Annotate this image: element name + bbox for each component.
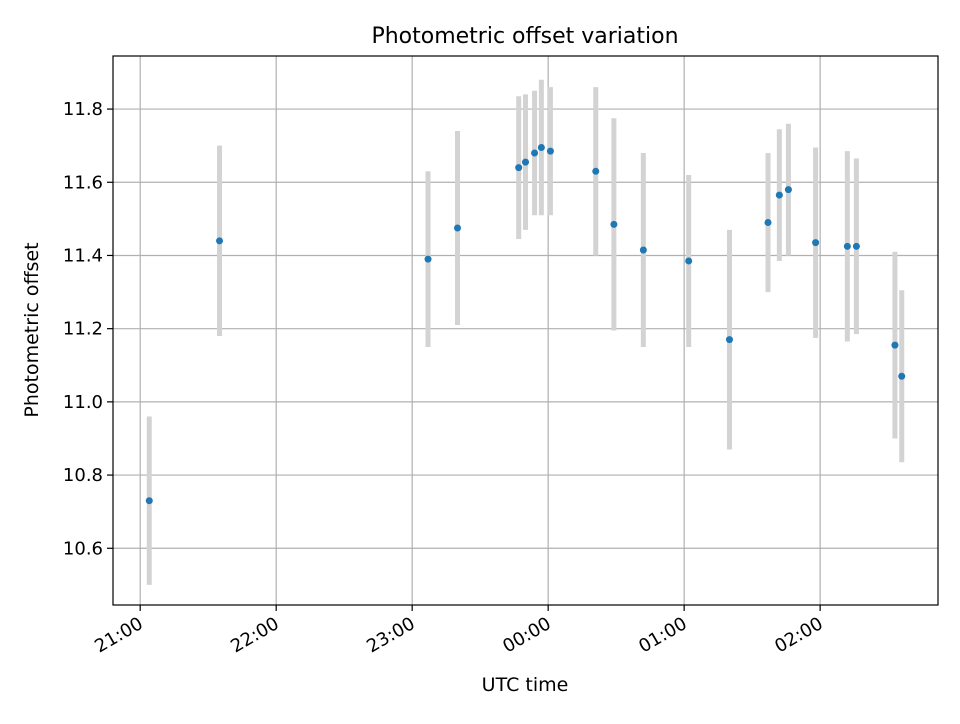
data-point [522,158,529,166]
y-axis-label: Photometric offset [21,242,43,417]
y-axis: 10.6 10.8 11.0 11.2 11.4 11.6 11.8 [63,99,113,559]
x-axis-label: UTC time [482,674,569,696]
data-point [891,341,899,349]
data-point [775,191,783,199]
data-point [725,336,733,344]
y-tick-label: 11.6 [63,172,103,193]
data-point [537,144,545,151]
y-tick-label: 11.2 [63,319,103,340]
data-point [784,186,792,194]
y-tick-label: 11.4 [63,245,103,266]
y-tick-label: 11.0 [63,392,103,413]
data-point [546,147,554,155]
y-tick-label: 11.8 [63,99,103,120]
data-point [852,242,860,250]
y-tick-label: 10.6 [63,538,103,559]
data-point [145,497,153,505]
plot-frame [112,55,939,606]
chart-title: Photometric offset variation [371,24,678,49]
data-point [639,246,647,254]
data-point [216,237,224,245]
data-points [145,144,906,505]
y-tick-label: 10.8 [63,465,103,486]
data-point [592,167,600,175]
data-point [898,372,906,380]
data-point [424,255,432,263]
data-point [610,220,618,228]
data-point [843,242,851,250]
data-point [515,164,523,172]
data-point [764,219,772,227]
data-point [454,224,462,232]
data-point [531,149,539,157]
data-point [812,239,820,247]
data-point [685,257,693,265]
